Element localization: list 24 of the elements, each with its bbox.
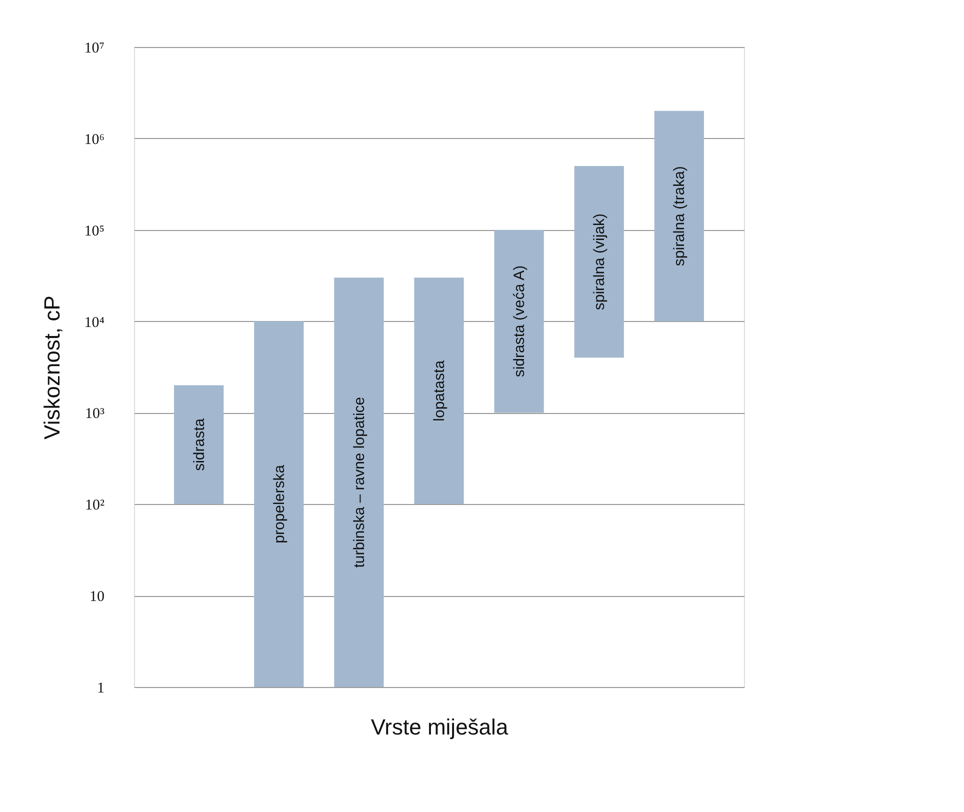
bar <box>254 321 304 687</box>
y-axis-title: Viskoznost, cP <box>39 296 64 440</box>
y-tick-label: 10² <box>85 498 105 514</box>
x-tick-label: spiralna (vijak) <box>591 213 608 310</box>
bar <box>334 278 384 687</box>
y-tick-label: 10 <box>90 589 104 606</box>
x-tick-label: spiralna (traka) <box>671 166 688 266</box>
x-tick-label: propelerska <box>270 464 288 544</box>
bar <box>494 230 544 413</box>
y-tick-label: 10⁴ <box>84 314 104 331</box>
bar <box>574 166 624 358</box>
x-tick-label: lopatasta <box>431 360 448 422</box>
y-tick-label: 10⁷ <box>84 40 104 56</box>
x-tick-label: turbinska – ravne lopatice <box>350 396 368 568</box>
y-tick-label: 1 <box>97 680 104 696</box>
y-tick-label: 10⁵ <box>84 223 104 240</box>
bar <box>174 385 224 504</box>
x-tick-label: sidrasta (veća A) <box>511 265 528 378</box>
y-tick-label: 10⁶ <box>84 132 104 148</box>
x-tick-label: sidrasta <box>190 418 208 471</box>
x-axis-title: Vrste miješala <box>370 714 509 740</box>
bar <box>654 110 704 322</box>
y-tick-label: 10³ <box>85 406 105 422</box>
bar <box>414 278 464 504</box>
